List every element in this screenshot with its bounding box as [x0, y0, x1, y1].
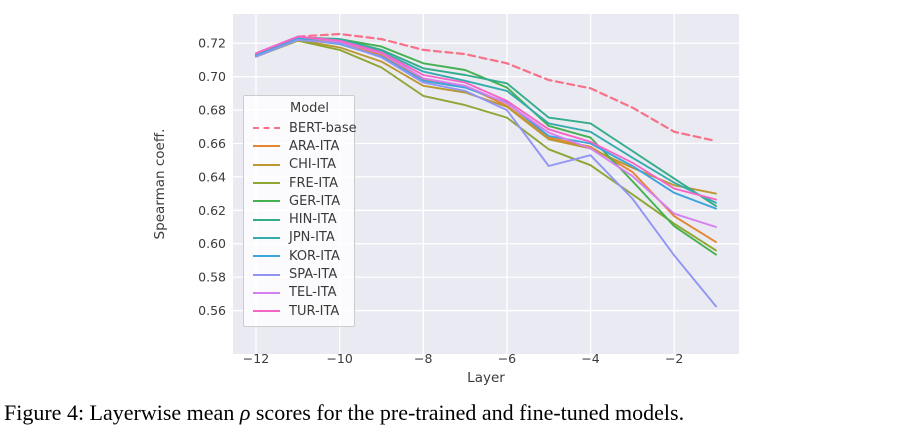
- legend-swatch-ger-ita: [253, 200, 280, 203]
- series-line-fre-ita: [255, 39, 717, 252]
- series-line-tur-ita: [255, 35, 717, 201]
- y-tick-label: 0.64: [198, 169, 226, 184]
- legend-item-chi-ita: CHI-ITA: [253, 156, 345, 174]
- legend-label: KOR-ITA: [289, 248, 340, 264]
- series-line-spa-ita: [255, 38, 717, 308]
- x-tick-label: −8: [414, 351, 432, 366]
- legend-item-bert-base: BERT-base: [253, 119, 357, 137]
- x-axis-label: Layer: [467, 370, 505, 386]
- legend-swatch-jpn-ita: [253, 236, 280, 239]
- legend-swatch-tel-ita: [253, 291, 280, 294]
- y-tick-label: 0.72: [198, 36, 226, 51]
- tick-labels: −12 −10 −8 −6 −4 −2 0.56 0.58 0.60 0.62 0.64 0.66 0.…: [198, 36, 683, 366]
- x-tick-label: −4: [581, 351, 599, 366]
- legend-swatch-bert-base: [253, 127, 280, 130]
- y-tick-label: 0.56: [198, 303, 226, 318]
- legend-label: ARA-ITA: [289, 138, 340, 154]
- x-tick-label: −10: [326, 351, 352, 366]
- legend-label: BERT-base: [289, 120, 357, 136]
- legend-swatch-hin-ita: [253, 218, 280, 221]
- y-tick-label: 0.70: [198, 69, 226, 84]
- x-tick-label: −2: [665, 351, 683, 366]
- legend-swatch-ara-ita: [253, 145, 280, 148]
- legend-label: CHI-ITA: [289, 157, 337, 173]
- legend-label: SPA-ITA: [289, 267, 338, 283]
- legend-item-tel-ita: TEL-ITA: [253, 284, 345, 302]
- chart-area: −12 −10 −8 −6 −4 −2 0.56 0.58 0.60 0.62 0.64 0.66 0.…: [152, 14, 739, 386]
- y-tick-label: 0.66: [198, 136, 226, 151]
- plot-area: −12 −10 −8 −6 −4 −2 0.56 0.58 0.60 0.62 0.64 0.66 0.…: [198, 14, 739, 366]
- legend-item-ara-ita: ARA-ITA: [253, 137, 345, 155]
- legend-label: TUR-ITA: [289, 303, 340, 319]
- x-tick-label: −6: [498, 351, 516, 366]
- legend-item-hin-ita: HIN-ITA: [253, 210, 345, 228]
- caption-prefix: Figure 4: Layerwise mean: [4, 400, 240, 425]
- legend-swatch-tur-ita: [253, 310, 280, 313]
- figure-caption: Figure 4: Layerwise mean ρ scores for th…: [4, 400, 916, 426]
- y-tick-label: 0.68: [198, 103, 226, 118]
- y-axis-label: Spearman coeff.: [152, 128, 168, 240]
- legend-item-jpn-ita: JPN-ITA: [253, 229, 345, 247]
- legend-item-spa-ita: SPA-ITA: [253, 265, 345, 283]
- legend-swatch-spa-ita: [253, 273, 280, 276]
- y-tick-label: 0.60: [198, 236, 226, 251]
- caption-suffix: scores for the pre-trained and fine-tune…: [250, 400, 685, 425]
- legend-label: FRE-ITA: [289, 175, 339, 191]
- y-tick-label: 0.62: [198, 203, 226, 218]
- legend-item-kor-ita: KOR-ITA: [253, 247, 345, 265]
- y-tick-label: 0.58: [198, 270, 226, 285]
- legend-item-tur-ita: TUR-ITA: [253, 302, 345, 320]
- legend-item-ger-ita: GER-ITA: [253, 192, 345, 210]
- legend-label: GER-ITA: [289, 193, 341, 209]
- legend-item-fre-ita: FRE-ITA: [253, 174, 345, 192]
- series-line-bert-base: [254, 32, 718, 143]
- legend-label: HIN-ITA: [289, 212, 337, 228]
- legend-swatch-fre-ita: [253, 182, 280, 185]
- legend-label: JPN-ITA: [289, 230, 335, 246]
- legend-swatch-kor-ita: [253, 255, 280, 258]
- x-tick-label: −12: [243, 351, 269, 366]
- series-lines: [254, 32, 718, 308]
- legend-label: TEL-ITA: [289, 285, 337, 301]
- legend-title: Model: [290, 101, 330, 116]
- legend: Model BERT-base ARA-ITA CHI-ITA FRE-ITA GER-…: [243, 95, 357, 328]
- legend-swatch-chi-ita: [253, 163, 280, 166]
- caption-rho-symbol: ρ: [239, 400, 251, 425]
